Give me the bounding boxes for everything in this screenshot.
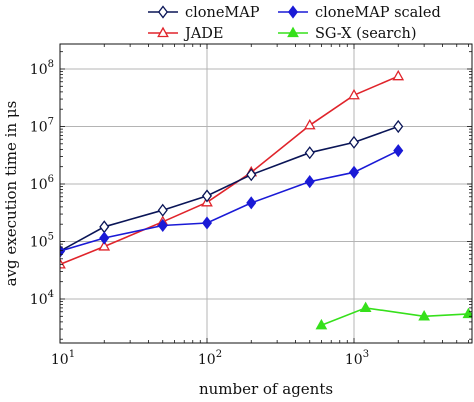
series-line xyxy=(60,149,399,252)
data-point xyxy=(393,144,404,158)
legend-marker-jade xyxy=(157,26,169,38)
data-point xyxy=(157,203,168,217)
legend-label-jade: JADE xyxy=(183,26,224,42)
x-tick-label: 102 xyxy=(198,349,222,368)
series-1 xyxy=(60,144,404,258)
legend: cloneMAP cloneMAP scaled JADE SG-X (sear… xyxy=(148,5,441,42)
data-point xyxy=(359,301,372,313)
data-point xyxy=(99,220,110,234)
legend-marker-shape xyxy=(157,26,169,38)
data-point xyxy=(348,135,360,149)
series-0 xyxy=(60,119,404,258)
data-point xyxy=(246,168,257,182)
data-point xyxy=(99,231,110,245)
axis-ticks: 101 102 103 104 105 106 107 108 xyxy=(30,44,472,368)
data-point xyxy=(304,175,315,189)
y-tick-label: 106 xyxy=(30,174,54,193)
data-point xyxy=(304,146,315,160)
data-point xyxy=(157,218,168,233)
legend-marker-sg-x-search xyxy=(287,26,299,38)
series-line xyxy=(60,75,399,266)
series-line xyxy=(60,125,399,252)
series-lines xyxy=(60,69,472,330)
y-axis-label: avg execution time in μs xyxy=(2,101,20,287)
data-point xyxy=(246,196,257,210)
legend-marker-shape xyxy=(287,26,299,38)
x-tick-label: 101 xyxy=(51,349,75,368)
data-point xyxy=(60,258,66,269)
legend-marker-shape xyxy=(157,5,169,19)
data-point xyxy=(315,318,328,330)
data-point xyxy=(98,240,111,251)
y-tick-label: 105 xyxy=(30,232,54,251)
legend-marker-clonemap-scaled xyxy=(287,5,299,19)
legend-marker-shape xyxy=(287,5,299,19)
data-point xyxy=(303,118,316,130)
legend-label-sg-x-search: SG-X (search) xyxy=(315,26,416,42)
data-point xyxy=(393,119,404,134)
data-point xyxy=(462,307,472,319)
grid-lines xyxy=(60,44,472,343)
data-point xyxy=(348,88,360,100)
data-point xyxy=(418,309,430,321)
x-axis-label: number of agents xyxy=(199,380,333,398)
x-tick-label: 103 xyxy=(345,349,369,368)
y-tick-label: 108 xyxy=(30,59,54,78)
y-tick-label: 104 xyxy=(30,289,54,308)
plot-frame xyxy=(59,43,473,344)
y-tick-label: 107 xyxy=(30,117,54,136)
legend-label-clonemap: cloneMAP xyxy=(185,5,260,21)
legend-label-clonemap-scaled: cloneMAP scaled xyxy=(315,5,441,21)
data-point xyxy=(392,69,405,81)
data-point xyxy=(201,216,213,230)
data-point xyxy=(201,189,213,203)
series-line xyxy=(321,307,469,326)
legend-marker-clonemap xyxy=(157,5,169,19)
data-point xyxy=(348,165,360,179)
series-3 xyxy=(315,301,472,330)
